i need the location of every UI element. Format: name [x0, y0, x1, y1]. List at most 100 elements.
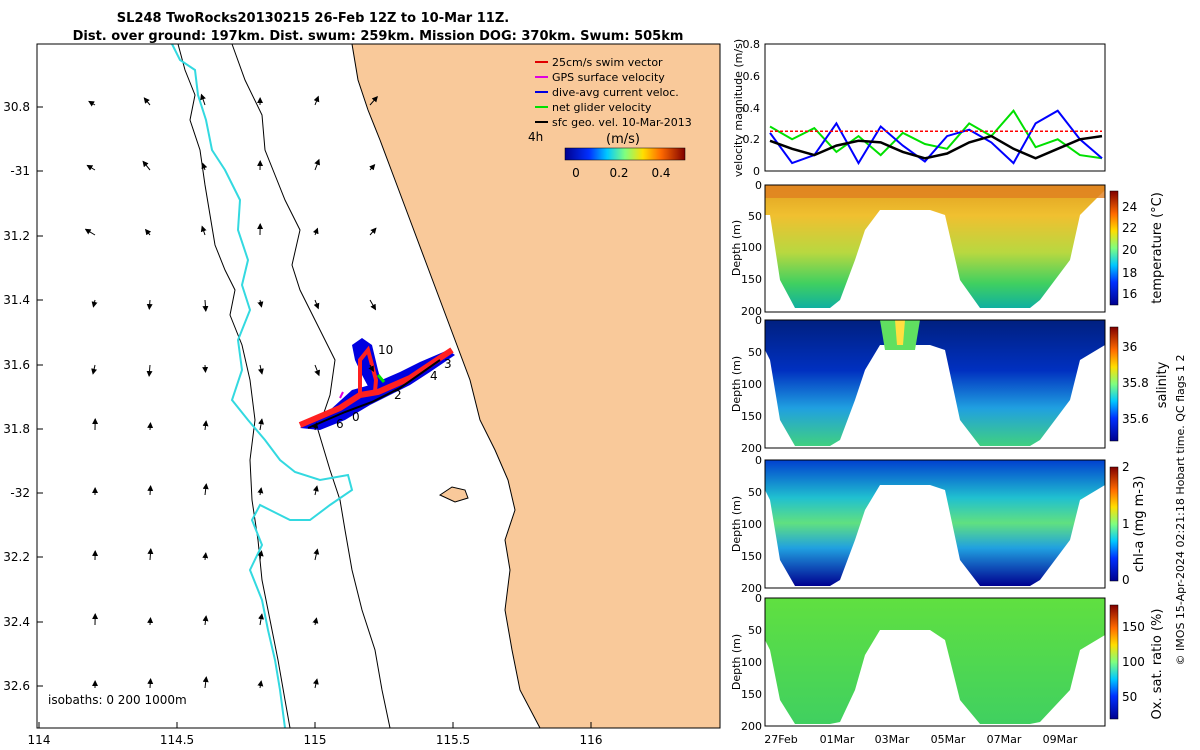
current-arrow-14	[200, 225, 207, 236]
temp-cb-tick-2: 20	[1122, 243, 1137, 257]
current-arrow-54	[312, 678, 319, 689]
sal-depth-150: 150	[741, 410, 762, 423]
map-ytick-5: 31.8	[3, 422, 30, 436]
sal-cb-tick-0: 35.6	[1122, 412, 1149, 426]
vel-ytick-2: 0.4	[743, 102, 761, 115]
current-arrow-5	[369, 95, 378, 106]
current-arrow-44	[313, 548, 320, 561]
current-arrow-38	[257, 487, 264, 496]
map-ytick-8: 32.4	[3, 615, 30, 629]
current-arrow-10	[314, 158, 320, 171]
velocity-series-2	[769, 134, 1103, 160]
current-arrow-11	[369, 163, 376, 171]
temp-depth-label: Depth (m)	[730, 220, 743, 276]
track-label-10: 10	[378, 343, 393, 357]
current-arrow-43	[257, 550, 264, 561]
current-arrow-51	[147, 678, 154, 689]
chla-frame	[764, 459, 1106, 589]
salinity-max-patch	[895, 320, 905, 345]
current-arrow-7	[142, 160, 151, 171]
sal-depth-label: Depth (m)	[730, 356, 743, 412]
ox-depth-100: 100	[741, 656, 762, 669]
current-arrow-23	[369, 299, 377, 311]
current-arrow-37	[202, 483, 209, 496]
date-x-axis: 27Feb 01Mar 03Mar 05Mar 07Mar 09Mar	[764, 733, 1078, 746]
velocity-y-axis: 0 0.2 0.4 0.6 0.8	[743, 38, 761, 178]
island-shape	[438, 486, 469, 503]
chla-cb-tick-2: 2	[1122, 460, 1130, 474]
current-arrow-1	[143, 97, 151, 106]
coastline	[351, 43, 541, 729]
date-tick-4: 07Mar	[987, 733, 1022, 746]
velocity-series-1	[769, 109, 1103, 166]
vel-ytick-0: 0	[753, 165, 760, 178]
isobath-200m	[231, 43, 391, 729]
map-xtick-0: 114	[28, 733, 51, 747]
title-line1: SL248 TwoRocks20130215 26-Feb 12Z to 10-…	[117, 11, 509, 26]
temp-depth-50: 50	[748, 210, 762, 223]
chla-section	[765, 460, 1105, 586]
map-x-axis: 114 114.5 115 115.5 116	[28, 722, 603, 747]
title-line2: Dist. over ground: 197km. Dist. swum: 25…	[73, 29, 684, 44]
temp-depth-150: 150	[741, 273, 762, 286]
land-area	[352, 44, 720, 728]
section-depth-axes: 0 50 100 150 200 Depth (m) 0 50 100 150 …	[730, 179, 762, 733]
track-label-3: 3	[444, 357, 452, 371]
colorbar	[564, 147, 686, 161]
velocity-panel: 0 0.2 0.4 0.6 0.8 velocity magnitude (m/…	[732, 38, 1106, 178]
ox-depth-label: Depth (m)	[730, 634, 743, 690]
isobath-1000m	[177, 43, 291, 729]
current-arrow-33	[258, 418, 264, 431]
temperature-label: temperature (°C)	[1150, 192, 1165, 304]
salinity-section	[765, 320, 1105, 446]
current-arrow-0	[88, 100, 96, 107]
chla-cb-tick-1: 1	[1122, 517, 1130, 531]
map-ytick-9: 32.6	[3, 679, 30, 693]
current-arrow-4	[313, 95, 320, 106]
current-arrow-16	[312, 227, 319, 236]
temperature-warm-layer	[765, 185, 1105, 198]
colorbar-tick-2: 0.4	[651, 166, 670, 180]
sal-depth-200: 200	[741, 442, 762, 455]
current-arrow-41	[147, 548, 154, 561]
current-arrow-48	[258, 613, 264, 626]
map-xtick-3: 115.5	[436, 733, 470, 747]
current-arrow-6	[86, 164, 96, 171]
temp-depth-100: 100	[741, 241, 762, 254]
chla-depth-label: Depth (m)	[730, 496, 743, 552]
current-arrow-13	[144, 228, 152, 236]
temp-cb-tick-3: 22	[1122, 221, 1137, 235]
sal-cb-tick-1: 35.8	[1122, 376, 1149, 390]
oxygen-panel: 50 100 150 Ox. sat. ratio (%)	[764, 597, 1165, 727]
legend-item-2: dive-avg current veloc.	[552, 86, 679, 99]
oxygen-colorbar	[1109, 604, 1119, 720]
chla-depth-0: 0	[755, 454, 762, 467]
temp-depth-200: 200	[741, 305, 762, 318]
chla-panel: 0 1 2 chl-a (mg m-3)	[764, 459, 1147, 589]
track-label-2: 2	[394, 388, 402, 402]
legend-item-0: 25cm/s swim vector	[552, 56, 663, 69]
isobath-legend: isobaths: 0 200 1000m	[48, 693, 187, 707]
map-xtick-2: 115	[304, 733, 327, 747]
temperature-colorbar	[1109, 190, 1119, 306]
sal-depth-0: 0	[755, 314, 762, 327]
ox-depth-50: 50	[748, 624, 762, 637]
map-ytick-1: -31	[10, 164, 30, 178]
map-ytick-4: 31.6	[3, 358, 30, 372]
map-ytick-2: 31.2	[3, 229, 30, 243]
ox-cb-tick-0: 50	[1122, 690, 1137, 704]
map-xtick-4: 116	[580, 733, 603, 747]
ox-depth-0: 0	[755, 592, 762, 605]
ox-depth-200: 200	[741, 720, 762, 733]
current-arrow-21	[257, 299, 264, 308]
chla-label: chl-a (mg m-3)	[1132, 476, 1147, 573]
current-arrow-12	[84, 228, 96, 236]
current-arrow-25	[146, 364, 153, 377]
track-label-0: 0	[352, 410, 360, 424]
current-arrow-22	[313, 299, 320, 310]
vel-ytick-4: 0.8	[743, 38, 761, 51]
vel-ytick-3: 0.6	[743, 70, 761, 83]
sal-cb-tick-2: 36	[1122, 340, 1137, 354]
current-arrow-2	[200, 93, 206, 106]
chla-depth-100: 100	[741, 518, 762, 531]
